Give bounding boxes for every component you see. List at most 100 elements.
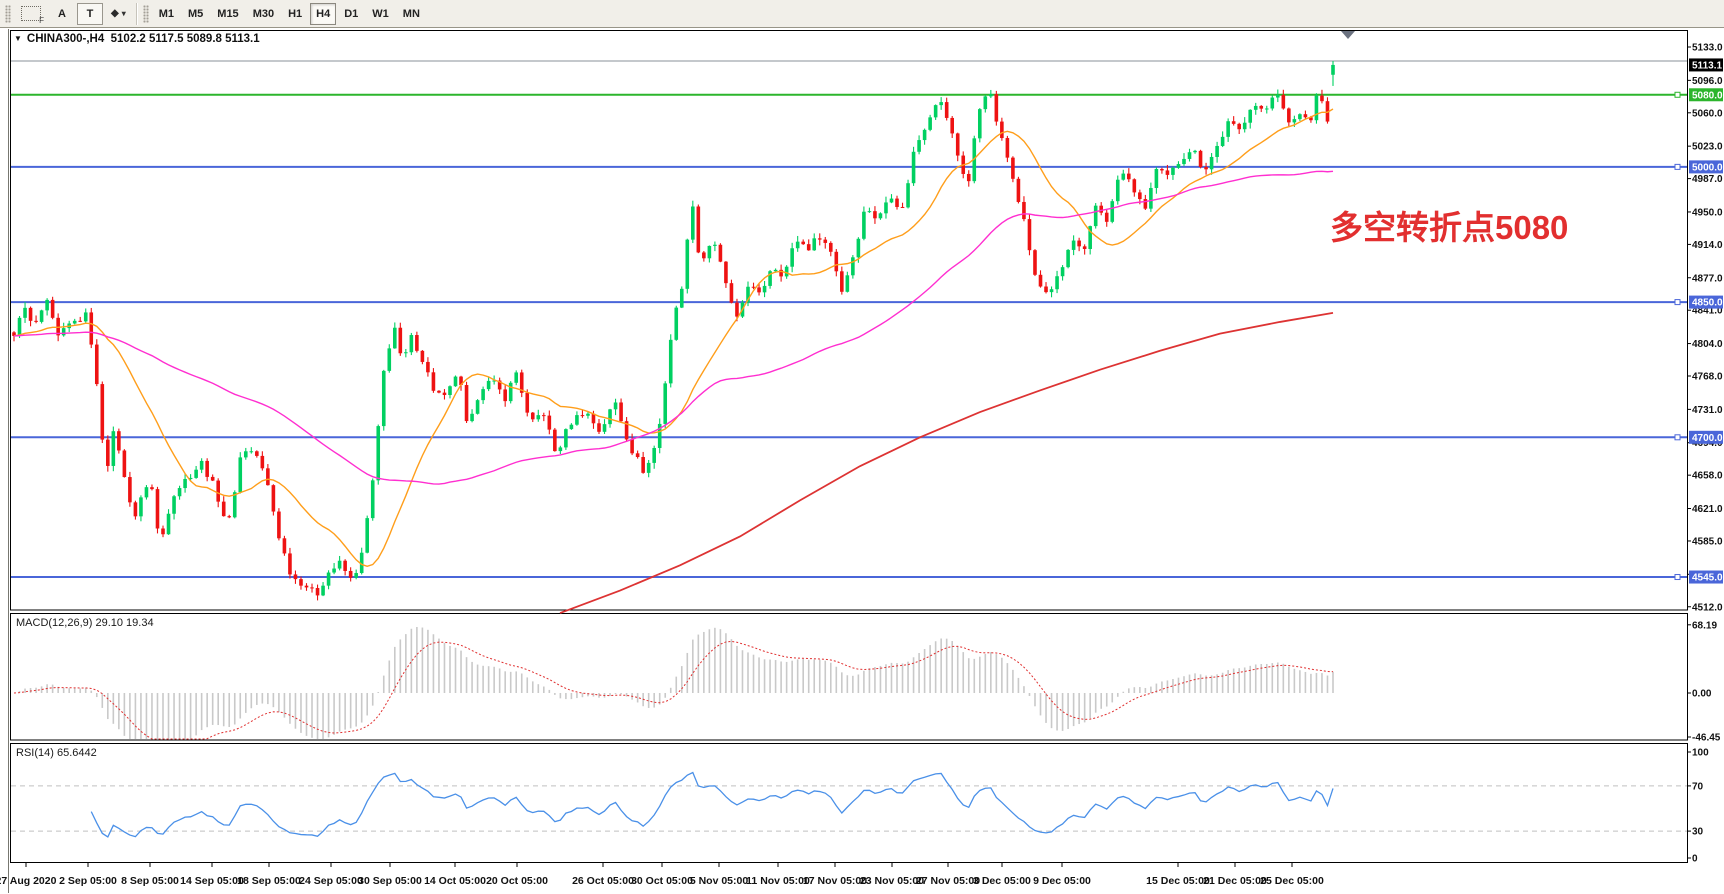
svg-text:4804.0: 4804.0 xyxy=(1692,339,1723,350)
svg-text:4841.0: 4841.0 xyxy=(1692,306,1723,317)
rsi-label: RSI(14) 65.6442 xyxy=(16,747,97,759)
line-endpoint-marker xyxy=(1674,163,1681,170)
svg-text:100: 100 xyxy=(1692,748,1709,759)
arrow-tools-icon: ◆ xyxy=(111,8,119,19)
svg-text:4545.0: 4545.0 xyxy=(1692,573,1723,584)
svg-text:5 Nov 05:00: 5 Nov 05:00 xyxy=(690,875,749,887)
pattern-grid-icon: F xyxy=(21,6,44,25)
timeframe-d1[interactable]: D1 xyxy=(338,3,364,25)
svg-text:70: 70 xyxy=(1692,781,1704,792)
moving-averages xyxy=(13,108,1334,568)
toolbar-drag-handle[interactable] xyxy=(5,4,11,23)
arrow-tools-button[interactable]: ◆ ▾ xyxy=(105,3,132,25)
timeframe-h1[interactable]: H1 xyxy=(282,3,308,25)
line-endpoint-marker xyxy=(1674,434,1681,441)
svg-text:8 Sep 05:00: 8 Sep 05:00 xyxy=(121,875,179,887)
timeframe-m1[interactable]: M1 xyxy=(153,3,180,25)
timeframe-drag-handle[interactable] xyxy=(142,4,149,23)
text-label-button[interactable]: A xyxy=(49,3,75,25)
svg-text:11 Nov 05:00: 11 Nov 05:00 xyxy=(746,875,810,887)
timeframe-m5[interactable]: M5 xyxy=(182,3,209,25)
expand-arrow-icon[interactable]: ▼ xyxy=(14,34,22,43)
toolbar: F A T ◆ ▾ M1 M5 M15 M30 H1 H4 D1 W1 MN xyxy=(0,0,1724,28)
ma-mid-line xyxy=(13,170,1334,485)
text-label-icon: A xyxy=(58,7,66,20)
ma-slow-line xyxy=(559,312,1334,614)
svg-text:5113.1: 5113.1 xyxy=(1692,60,1722,71)
line-endpoint-marker xyxy=(1674,574,1681,581)
svg-text:5000.0: 5000.0 xyxy=(1692,162,1723,173)
rsi-level-lines xyxy=(11,785,1687,832)
macd-histogram xyxy=(18,627,1334,739)
text-tool-icon: T xyxy=(86,7,94,20)
svg-text:4731.0: 4731.0 xyxy=(1692,405,1723,416)
svg-text:23 Nov 05:00: 23 Nov 05:00 xyxy=(860,875,924,887)
svg-text:18 Sep 05:00: 18 Sep 05:00 xyxy=(237,875,301,887)
macd-label: MACD(12,26,9) 29.10 19.34 xyxy=(16,617,154,629)
svg-text:4914.0: 4914.0 xyxy=(1692,240,1723,251)
svg-text:5023.0: 5023.0 xyxy=(1692,142,1723,153)
svg-text:2 Sep 05:00: 2 Sep 05:00 xyxy=(59,875,117,887)
svg-text:-46.45: -46.45 xyxy=(1692,733,1721,744)
svg-text:0.00: 0.00 xyxy=(1692,689,1712,700)
svg-text:4658.0: 4658.0 xyxy=(1692,471,1723,482)
svg-text:4877.0: 4877.0 xyxy=(1692,273,1723,284)
svg-text:14 Sep 05:00: 14 Sep 05:00 xyxy=(180,875,244,887)
svg-text:68.19: 68.19 xyxy=(1692,620,1717,631)
svg-text:4987.0: 4987.0 xyxy=(1692,174,1723,185)
time-axis: 27 Aug 2020 2 Sep 05:00 8 Sep 05:00 14 Sep … xyxy=(0,863,1324,887)
rsi-panel[interactable] xyxy=(10,743,1688,863)
svg-text:4850.0: 4850.0 xyxy=(1692,298,1723,309)
shift-marker-icon[interactable] xyxy=(1341,31,1355,39)
svg-text:25 Dec 05:00: 25 Dec 05:00 xyxy=(1260,875,1324,887)
chart-symbol-ohlc-symbol: CHINA300-,H4 xyxy=(26,33,105,45)
price-axis: 5133.0 5096.0 5060.0 5023.0 4987.0 4950.0 4914… xyxy=(1687,43,1723,865)
svg-text:3 Dec 05:00: 3 Dec 05:00 xyxy=(973,875,1031,887)
svg-text:30: 30 xyxy=(1692,827,1704,838)
rsi-line xyxy=(90,771,1334,838)
svg-text:30 Oct 05:00: 30 Oct 05:00 xyxy=(631,875,693,887)
svg-text:5080.0: 5080.0 xyxy=(1692,90,1723,101)
svg-text:4700.0: 4700.0 xyxy=(1692,433,1723,444)
text-tool-button[interactable]: T xyxy=(77,2,103,25)
dropdown-caret-icon: ▾ xyxy=(121,9,126,18)
toolbar-separator xyxy=(135,2,137,25)
svg-text:14 Oct 05:00: 14 Oct 05:00 xyxy=(424,875,486,887)
toolbar-timeframes: M1 M5 M15 M30 H1 H4 D1 W1 MN xyxy=(152,2,427,25)
pattern-tool-button[interactable]: F xyxy=(15,3,47,25)
main-chart-panel[interactable] xyxy=(10,30,1688,611)
svg-text:27 Nov 05:00: 27 Nov 05:00 xyxy=(916,875,980,887)
timeframe-mn[interactable]: MN xyxy=(397,3,426,25)
svg-text:4512.0: 4512.0 xyxy=(1692,602,1723,613)
macd-panel[interactable] xyxy=(10,613,1688,741)
svg-text:21 Dec 05:00: 21 Dec 05:00 xyxy=(1203,875,1267,887)
svg-text:4585.0: 4585.0 xyxy=(1692,536,1723,547)
timeframe-h4[interactable]: H4 xyxy=(310,2,337,25)
svg-text:27 Aug 2020: 27 Aug 2020 xyxy=(0,875,57,887)
svg-text:5133.0: 5133.0 xyxy=(1692,43,1723,54)
macd-signal-line xyxy=(13,640,1334,740)
svg-text:5096.0: 5096.0 xyxy=(1692,76,1723,87)
svg-text:15 Dec 05:00: 15 Dec 05:00 xyxy=(1146,875,1210,887)
svg-text:4621.0: 4621.0 xyxy=(1692,504,1723,515)
svg-text:26 Oct 05:00: 26 Oct 05:00 xyxy=(572,875,634,887)
svg-text:17 Nov 05:00: 17 Nov 05:00 xyxy=(803,875,867,887)
line-endpoint-marker xyxy=(1674,299,1681,306)
svg-text:4768.0: 4768.0 xyxy=(1692,372,1723,383)
svg-text:30 Sep 05:00: 30 Sep 05:00 xyxy=(358,875,422,887)
svg-text:0: 0 xyxy=(1692,854,1698,865)
timeframe-w1[interactable]: W1 xyxy=(366,3,395,25)
svg-text:24 Sep 05:00: 24 Sep 05:00 xyxy=(299,875,363,887)
svg-text:4950.0: 4950.0 xyxy=(1692,207,1723,218)
chart-title: ▼ CHINA300-,H4 5102.2 5117.5 5089.8 5113.… xyxy=(14,33,260,45)
chart-annotation: 多空转折点5080 xyxy=(1330,209,1568,246)
svg-text:20 Oct 05:00: 20 Oct 05:00 xyxy=(486,875,548,887)
line-endpoint-marker xyxy=(1674,91,1681,98)
timeframe-m30[interactable]: M30 xyxy=(247,3,280,25)
svg-text:9 Dec 05:00: 9 Dec 05:00 xyxy=(1033,875,1091,887)
svg-text:5060.0: 5060.0 xyxy=(1692,108,1723,119)
chart-ohlc-values: 5102.2 5117.5 5089.8 5113.1 xyxy=(110,33,260,45)
timeframe-m15[interactable]: M15 xyxy=(211,3,244,25)
ma-fast-line xyxy=(13,108,1334,568)
